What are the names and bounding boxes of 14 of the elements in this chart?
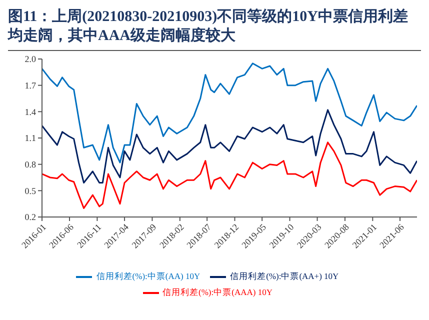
legend-label: 信用利差(%):中票(AAA) 10Y	[162, 286, 272, 297]
line-series	[42, 142, 417, 209]
y-tick-label: 0.5	[24, 186, 36, 196]
legend-label: 信用利差(%):中票(AA) 10Y	[96, 270, 200, 281]
line-series	[42, 62, 417, 164]
y-tick-label: 0.2	[24, 212, 36, 222]
y-tick-label: 1.4	[24, 106, 36, 117]
y-tick-label: 0.8	[24, 160, 36, 170]
legend-label: 信用利差(%):中票(AA+) 10Y	[230, 270, 339, 281]
y-tick-label: 1.7	[24, 80, 36, 91]
line-series	[42, 109, 417, 184]
y-tick-label: 1.1	[24, 133, 36, 144]
chart-title: 图11：上周(20210830-20210903)不同等级的10Y中票信用利差均走阔，其中AAA级走阔幅度较大	[8, 8, 421, 51]
y-tick-label: 2.0	[24, 54, 36, 64]
